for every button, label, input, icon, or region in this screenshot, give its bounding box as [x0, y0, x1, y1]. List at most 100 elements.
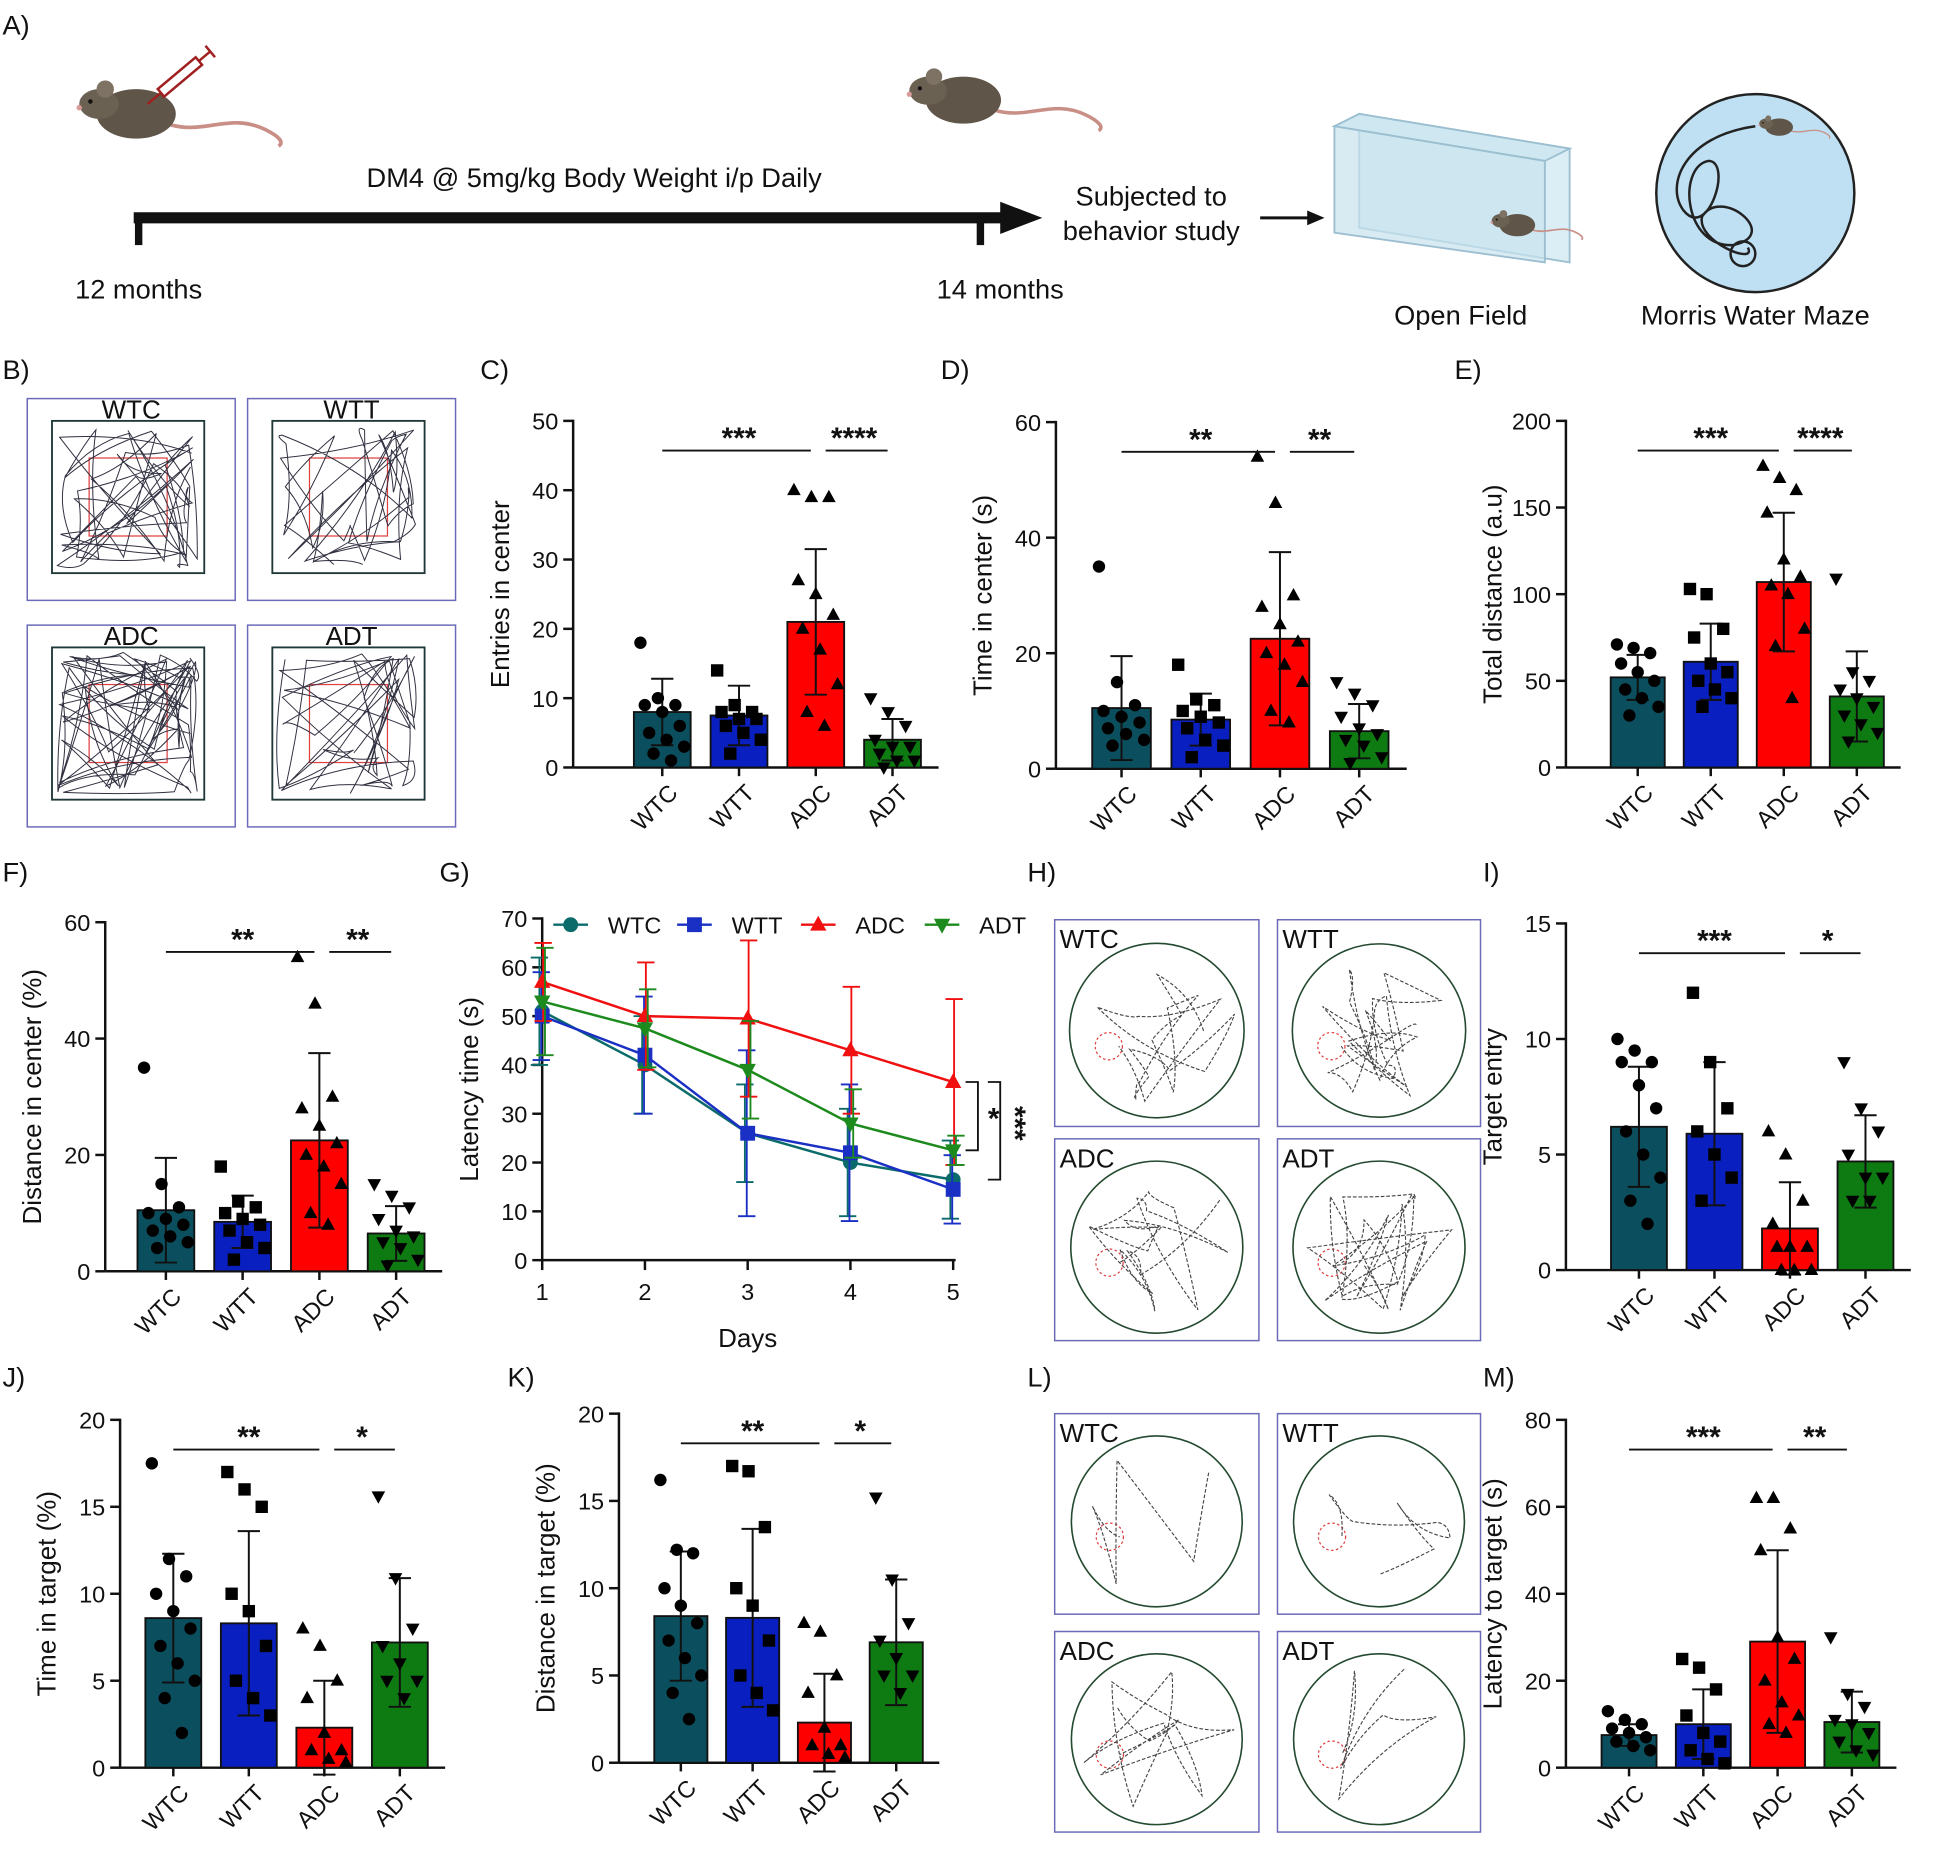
- point: [1779, 1725, 1793, 1738]
- point: [159, 1212, 173, 1226]
- point: [654, 1473, 667, 1487]
- point: [889, 1653, 904, 1666]
- significance-label: ***: [1697, 925, 1732, 958]
- y-tick-label: 10: [501, 1199, 527, 1225]
- point: [1601, 1704, 1615, 1718]
- point: [1639, 1731, 1653, 1744]
- legend-marker: [810, 915, 827, 931]
- point: [393, 1658, 407, 1671]
- y-tick-label: 20: [501, 1150, 527, 1176]
- syringe-handle: [204, 44, 216, 58]
- point: [1115, 710, 1128, 723]
- point: [380, 1260, 395, 1273]
- track-panel: ADT: [1276, 1630, 1482, 1833]
- test-name: Open Field: [1394, 299, 1527, 330]
- point: [1208, 698, 1221, 712]
- y-tick-label: 50: [501, 1004, 527, 1030]
- significance-label: ***: [1693, 422, 1728, 455]
- point: [1841, 1149, 1856, 1162]
- point: [1714, 1735, 1727, 1748]
- significance-bracket: [965, 1081, 979, 1152]
- point: [808, 586, 823, 600]
- panel-label: I): [1483, 856, 1500, 887]
- target-zone: [1095, 1522, 1125, 1551]
- significance-label: **: [1308, 423, 1332, 456]
- point: [737, 726, 750, 740]
- point: [726, 1459, 739, 1473]
- point: [1628, 1044, 1641, 1057]
- point: [1701, 1752, 1714, 1766]
- point: [742, 1465, 755, 1478]
- pool: [1070, 1652, 1244, 1826]
- next-text: behavior study: [1063, 215, 1240, 246]
- syringe-plunger: [198, 50, 212, 62]
- point: [376, 1237, 390, 1250]
- significance-label: ****: [1797, 422, 1844, 455]
- point: [308, 996, 322, 1009]
- point: [334, 1742, 349, 1756]
- point: [1172, 658, 1185, 671]
- point: [662, 1634, 675, 1647]
- point: [669, 698, 682, 712]
- point: [167, 1604, 180, 1618]
- point: [1832, 1736, 1846, 1750]
- legend-marker: [933, 918, 951, 934]
- significance-label: ****: [831, 422, 878, 455]
- track-frame: [1276, 1412, 1482, 1615]
- point: [677, 740, 691, 753]
- track-path: [1322, 967, 1443, 1098]
- point: [1804, 1262, 1819, 1276]
- point: [1610, 638, 1624, 651]
- point: [154, 1639, 167, 1653]
- mouse-eye: [88, 99, 93, 104]
- mouse-icon: [76, 80, 283, 148]
- point: [1703, 1055, 1717, 1069]
- track-panel: ADC: [1053, 1630, 1260, 1833]
- point: [830, 676, 845, 690]
- point: [142, 1206, 155, 1220]
- timeline-arrow: [1000, 201, 1043, 234]
- small-arrow-head: [1307, 210, 1325, 226]
- point: [762, 1634, 776, 1647]
- point: [1623, 709, 1636, 722]
- point: [303, 1205, 318, 1219]
- x-axis-label: Days: [718, 1323, 777, 1353]
- point: [795, 621, 810, 634]
- point: [690, 1616, 704, 1630]
- mouse-tail: [166, 120, 283, 148]
- point: [636, 1022, 654, 1038]
- point: [791, 572, 806, 586]
- point: [1632, 1079, 1646, 1092]
- point: [406, 1231, 421, 1244]
- mouse-ear: [96, 80, 114, 98]
- y-tick-label: 10: [1525, 1027, 1551, 1053]
- track-path: [1083, 1670, 1235, 1808]
- point: [826, 607, 841, 620]
- point: [1295, 674, 1310, 688]
- y-tick-label: 10: [578, 1576, 604, 1602]
- point: [388, 1573, 403, 1586]
- point: [300, 1690, 314, 1704]
- point: [872, 748, 887, 762]
- y-tick-label: 0: [591, 1750, 604, 1776]
- group-label: WTT: [323, 394, 379, 424]
- point: [1866, 1749, 1880, 1763]
- point: [1774, 1262, 1789, 1276]
- significance-bracket: [987, 1081, 1002, 1181]
- track-frame: [1053, 1412, 1260, 1615]
- point: [171, 1657, 184, 1670]
- mouse-icon: [1758, 115, 1831, 139]
- point: [1683, 582, 1697, 596]
- group-label: ADC: [1060, 1143, 1115, 1173]
- point: [1181, 722, 1194, 735]
- point: [868, 1492, 883, 1505]
- point: [240, 1236, 254, 1249]
- point: [313, 1638, 327, 1651]
- y-tick-label: 20: [79, 1408, 105, 1434]
- point: [249, 1201, 262, 1214]
- mouse-tail: [992, 106, 1103, 133]
- point: [1684, 1744, 1697, 1757]
- significance-label: *: [1822, 925, 1834, 958]
